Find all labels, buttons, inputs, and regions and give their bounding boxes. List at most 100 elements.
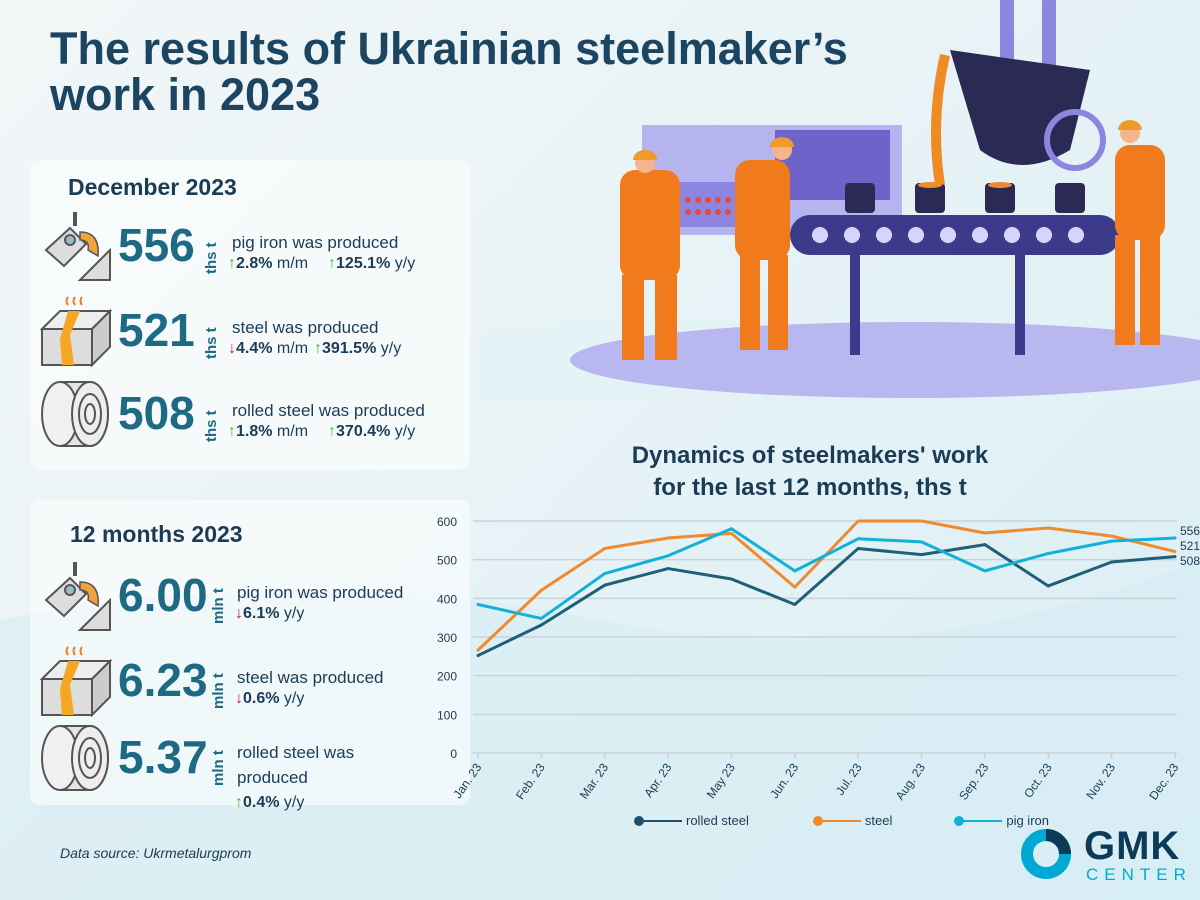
end-value-label: 521 bbox=[1180, 539, 1200, 553]
mm-change: ↑1.8% m/m bbox=[228, 423, 309, 440]
data-point bbox=[603, 583, 607, 587]
logo-text: GMK bbox=[1084, 824, 1181, 868]
chart-title-line-2: for the last 12 months, ths t bbox=[653, 474, 967, 501]
series-line-rolled-steel bbox=[477, 543, 1176, 657]
yy-change: ↑125.1% y/y bbox=[328, 255, 416, 272]
legend-pig-iron: pig iron bbox=[954, 813, 1049, 828]
arrow-down-icon: ↓ bbox=[235, 605, 243, 622]
y-tick-label: 200 bbox=[437, 670, 457, 684]
year-heading: 12 months 2023 bbox=[70, 521, 243, 547]
data-point bbox=[1046, 584, 1050, 588]
series-line-steel bbox=[476, 519, 1176, 652]
data-point bbox=[1173, 550, 1177, 554]
data-point bbox=[920, 553, 924, 557]
yy-change: ↓6.1% y/y bbox=[235, 605, 305, 622]
data-point bbox=[983, 531, 987, 535]
stat-changes: ↓4.4% m/m ↑391.5% y/y bbox=[228, 340, 401, 358]
arrow-up-icon: ↑ bbox=[328, 423, 337, 440]
stat-value: 521 bbox=[118, 304, 195, 356]
gmk-logo-mark-icon bbox=[1021, 829, 1071, 879]
data-point bbox=[476, 648, 480, 652]
stat-changes: ↑0.4% y/y bbox=[235, 794, 304, 812]
data-point bbox=[983, 543, 987, 547]
data-point bbox=[1110, 539, 1114, 543]
data-point bbox=[856, 546, 860, 550]
legend-rolled-steel: rolled steel bbox=[634, 813, 749, 828]
legend-swatch bbox=[954, 815, 1003, 826]
data-point bbox=[1173, 536, 1177, 540]
steel-billet-icon bbox=[39, 645, 113, 722]
y-tick-label: 100 bbox=[437, 708, 457, 722]
data-point bbox=[793, 569, 797, 573]
mm-change: ↑2.8% m/m bbox=[228, 255, 309, 272]
data-point bbox=[729, 527, 733, 531]
x-tick-label: Dec. 23 bbox=[1146, 760, 1181, 802]
yy-change: ↑370.4% y/y bbox=[328, 423, 416, 440]
data-point bbox=[476, 603, 480, 607]
data-point bbox=[1173, 555, 1177, 559]
stat-changes: ↑2.8% m/m ↑125.1% y/y bbox=[228, 255, 415, 273]
y-tick-label: 600 bbox=[437, 515, 457, 529]
legend-swatch bbox=[634, 815, 682, 826]
data-point bbox=[539, 588, 543, 592]
x-tick-label: Oct. 23 bbox=[1021, 760, 1055, 800]
logo-subtext: CENTER bbox=[1086, 865, 1192, 884]
data-point bbox=[666, 567, 670, 571]
x-tick-label: Jan. 23 bbox=[450, 760, 484, 801]
data-point bbox=[666, 554, 670, 558]
page-title: The results of Ukrainian steelmaker’s wo… bbox=[50, 23, 848, 120]
stat-label: rolled steel was produced bbox=[237, 743, 355, 787]
stat-value: 5.37 bbox=[118, 731, 208, 783]
steel-coil-icon bbox=[40, 722, 112, 799]
data-point bbox=[539, 616, 543, 620]
stat-value: 508 bbox=[118, 387, 195, 439]
data-point bbox=[793, 603, 797, 607]
data-point bbox=[983, 569, 987, 573]
steel-billet-icon bbox=[39, 295, 113, 372]
arrow-down-icon: ↓ bbox=[228, 340, 236, 357]
yy-change: ↑0.4% y/y bbox=[235, 794, 305, 811]
data-point bbox=[666, 536, 670, 540]
x-tick-label: Jul. 23 bbox=[833, 760, 865, 797]
legend-label: pig iron bbox=[1006, 813, 1049, 828]
x-tick-label: Nov. 23 bbox=[1083, 760, 1118, 801]
legend-steel: steel bbox=[812, 813, 892, 828]
chart-legend: rolled steel steel pig iron bbox=[634, 813, 1049, 828]
data-point bbox=[1110, 560, 1114, 564]
chart-title-line-1: Dynamics of steelmakers' work bbox=[631, 442, 989, 469]
stat-changes: ↑1.8% m/m ↑370.4% y/y bbox=[228, 423, 415, 441]
series-line-pig-iron bbox=[477, 527, 1176, 620]
ladle-icon bbox=[40, 210, 112, 287]
data-point bbox=[920, 519, 924, 523]
x-tick-label: Aug. 23 bbox=[893, 760, 928, 802]
yy-change: ↑391.5% y/y bbox=[314, 340, 402, 357]
december-heading: December 2023 bbox=[68, 174, 237, 200]
end-value-label: 556 bbox=[1180, 524, 1200, 538]
y-tick-label: 300 bbox=[437, 631, 457, 645]
stat-label: rolled steel was produced bbox=[232, 401, 425, 420]
x-tick-label: Sep. 23 bbox=[956, 760, 991, 802]
data-point bbox=[1046, 551, 1050, 555]
arrow-up-icon: ↑ bbox=[328, 255, 337, 272]
arrow-down-icon: ↓ bbox=[235, 690, 243, 707]
x-tick-label: Apr. 23 bbox=[641, 760, 674, 799]
arrow-up-icon: ↑ bbox=[228, 255, 236, 272]
data-point bbox=[539, 623, 543, 627]
x-tick-label: Jun. 23 bbox=[767, 760, 801, 801]
x-tick-label: Mar. 23 bbox=[577, 760, 612, 801]
y-tick-label: 500 bbox=[437, 554, 457, 568]
y-tick-label: 0 bbox=[450, 747, 457, 761]
data-point bbox=[1046, 526, 1050, 530]
x-tick-label: Feb. 23 bbox=[513, 760, 548, 802]
legend-swatch bbox=[812, 815, 861, 826]
data-point bbox=[793, 585, 797, 589]
y-tick-label: 400 bbox=[437, 592, 457, 606]
arrow-up-icon: ↑ bbox=[235, 794, 243, 811]
x-tick-label: May 23 bbox=[704, 760, 738, 801]
chart-title: Dynamics of steelmakers' work for the la… bbox=[560, 440, 1060, 504]
stat-value: 556 bbox=[118, 219, 195, 271]
data-point bbox=[856, 519, 860, 523]
arrow-up-icon: ↑ bbox=[314, 340, 323, 357]
data-point bbox=[476, 654, 480, 658]
stat-label: pig iron was produced bbox=[232, 233, 399, 252]
